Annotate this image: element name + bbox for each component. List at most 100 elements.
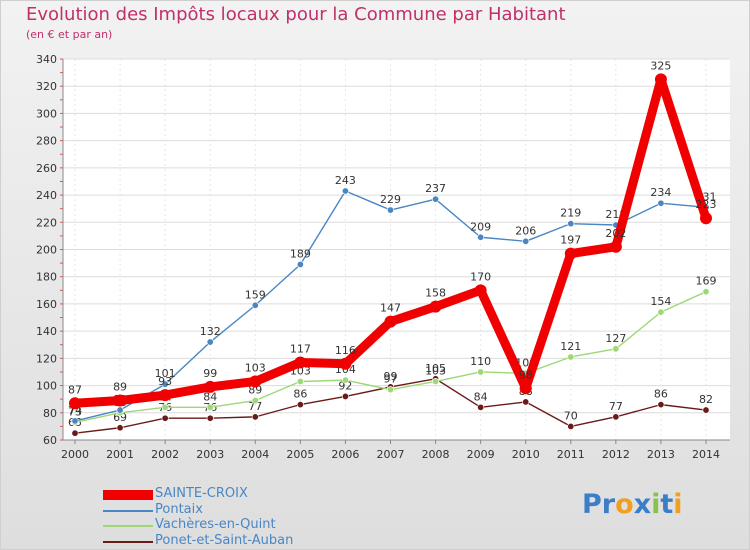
data-label-sainte-croix: 117 — [290, 342, 311, 355]
data-point-ponet-et-saint-auban — [702, 406, 710, 414]
logo-letter: P — [582, 489, 602, 520]
data-point-vacheres-en-quint — [386, 386, 394, 394]
data-label-sainte-croix: 103 — [245, 361, 266, 374]
data-point-pontaix — [206, 338, 214, 346]
data-point-ponet-et-saint-auban — [612, 413, 620, 421]
x-tick-label: 2009 — [467, 448, 495, 461]
chart-title: Evolution des Impôts locaux pour la Comm… — [26, 4, 566, 25]
data-label-sainte-croix: 147 — [380, 302, 401, 315]
data-label-ponet-et-saint-auban: 92 — [338, 379, 352, 392]
data-point-sainte-croix — [114, 394, 127, 407]
x-tick-label: 2010 — [512, 448, 540, 461]
data-point-vacheres-en-quint — [206, 403, 214, 411]
legend-swatch-ponet-et-saint-auban — [103, 541, 153, 543]
data-label-vacheres-en-quint: 89 — [248, 384, 262, 397]
data-point-sainte-croix — [429, 300, 442, 313]
data-point-sainte-croix — [69, 397, 81, 410]
data-point-sainte-croix — [249, 375, 262, 388]
data-point-pontaix — [567, 220, 575, 228]
x-tick-label: 2012 — [602, 448, 630, 461]
y-tick-label: 80 — [43, 407, 57, 420]
data-point-ponet-et-saint-auban — [296, 401, 304, 409]
data-point-pontaix — [657, 199, 665, 207]
data-label-sainte-croix: 99 — [203, 367, 217, 380]
x-tick-label: 2002 — [151, 448, 179, 461]
data-point-sainte-croix — [700, 212, 712, 225]
data-label-vacheres-en-quint: 84 — [203, 390, 217, 403]
data-point-pontaix — [432, 195, 440, 203]
y-tick-label: 280 — [36, 135, 57, 148]
data-point-vacheres-en-quint — [251, 397, 259, 405]
data-point-vacheres-en-quint — [432, 377, 440, 385]
x-tick-label: 2006 — [331, 448, 359, 461]
data-label-ponet-et-saint-auban: 82 — [699, 393, 713, 406]
data-label-sainte-croix: 116 — [335, 344, 356, 357]
x-tick-label: 2007 — [377, 448, 405, 461]
data-label-pontaix: 101 — [155, 367, 176, 380]
data-point-sainte-croix — [474, 284, 487, 297]
proxiti-logo: Proxiti — [582, 489, 683, 520]
legend-label-ponet-et-saint-auban: Ponet-et-Saint-Auban — [155, 533, 294, 548]
data-label-sainte-croix: 325 — [650, 59, 671, 72]
x-tick-label: 2008 — [422, 448, 450, 461]
logo-letter: o — [615, 489, 634, 520]
data-point-ponet-et-saint-auban — [71, 429, 79, 437]
data-point-sainte-croix — [384, 315, 397, 328]
data-point-pontaix — [386, 206, 394, 214]
data-point-ponet-et-saint-auban — [341, 392, 349, 400]
data-label-pontaix: 219 — [560, 207, 581, 220]
data-label-vacheres-en-quint: 97 — [384, 373, 398, 386]
data-label-pontaix: 243 — [335, 174, 356, 187]
legend-swatch-pontaix — [103, 510, 153, 512]
data-label-ponet-et-saint-auban: 77 — [609, 400, 623, 413]
x-tick-label: 2013 — [647, 448, 675, 461]
data-label-vacheres-en-quint: 127 — [605, 332, 626, 345]
data-label-pontaix: 159 — [245, 288, 266, 301]
x-tick-label: 2003 — [196, 448, 224, 461]
y-tick-label: 220 — [36, 216, 57, 229]
data-label-vacheres-en-quint: 73 — [68, 405, 82, 418]
data-label-ponet-et-saint-auban: 86 — [293, 388, 307, 401]
data-point-pontaix — [296, 260, 304, 268]
x-tick-label: 2000 — [61, 448, 89, 461]
data-label-pontaix: 209 — [470, 220, 491, 233]
data-point-vacheres-en-quint — [702, 288, 710, 296]
data-label-ponet-et-saint-auban: 77 — [248, 400, 262, 413]
logo-letter: i — [651, 489, 661, 520]
logo-letter: t — [660, 489, 674, 520]
data-label-pontaix: 237 — [425, 182, 446, 195]
y-tick-label: 300 — [36, 107, 57, 120]
y-tick-label: 100 — [36, 380, 57, 393]
data-point-sainte-croix — [294, 356, 307, 369]
data-point-vacheres-en-quint — [657, 308, 665, 316]
y-tick-label: 340 — [36, 53, 57, 66]
data-label-sainte-croix: 98 — [519, 368, 533, 381]
data-label-pontaix: 229 — [380, 193, 401, 206]
data-label-sainte-croix: 87 — [68, 383, 82, 396]
data-point-sainte-croix — [159, 389, 172, 402]
data-point-sainte-croix — [204, 380, 217, 393]
data-point-sainte-croix — [564, 247, 577, 260]
x-tick-label: 2005 — [286, 448, 314, 461]
data-point-pontaix — [477, 233, 485, 241]
y-tick-label: 60 — [43, 434, 57, 447]
data-label-vacheres-en-quint: 103 — [425, 364, 446, 377]
data-point-vacheres-en-quint — [477, 368, 485, 376]
data-point-ponet-et-saint-auban — [116, 424, 124, 432]
legend-label-vacheres-en-quint: Vachères-en-Quint — [155, 517, 276, 532]
data-label-vacheres-en-quint: 169 — [696, 275, 717, 288]
data-label-ponet-et-saint-auban: 70 — [564, 409, 578, 422]
chart-subtitle: (en € et par an) — [26, 28, 113, 41]
y-tick-label: 320 — [36, 80, 57, 93]
y-tick-label: 160 — [36, 298, 57, 311]
y-tick-label: 200 — [36, 244, 57, 257]
data-point-ponet-et-saint-auban — [522, 398, 530, 406]
data-label-ponet-et-saint-auban: 86 — [654, 388, 668, 401]
data-point-pontaix — [251, 301, 259, 309]
data-point-ponet-et-saint-auban — [251, 413, 259, 421]
legend-label-pontaix: Pontaix — [155, 502, 203, 517]
data-label-sainte-croix: 93 — [158, 375, 172, 388]
legend-swatch-vacheres-en-quint — [103, 525, 153, 527]
data-label-sainte-croix: 89 — [113, 381, 127, 394]
y-tick-label: 260 — [36, 162, 57, 175]
